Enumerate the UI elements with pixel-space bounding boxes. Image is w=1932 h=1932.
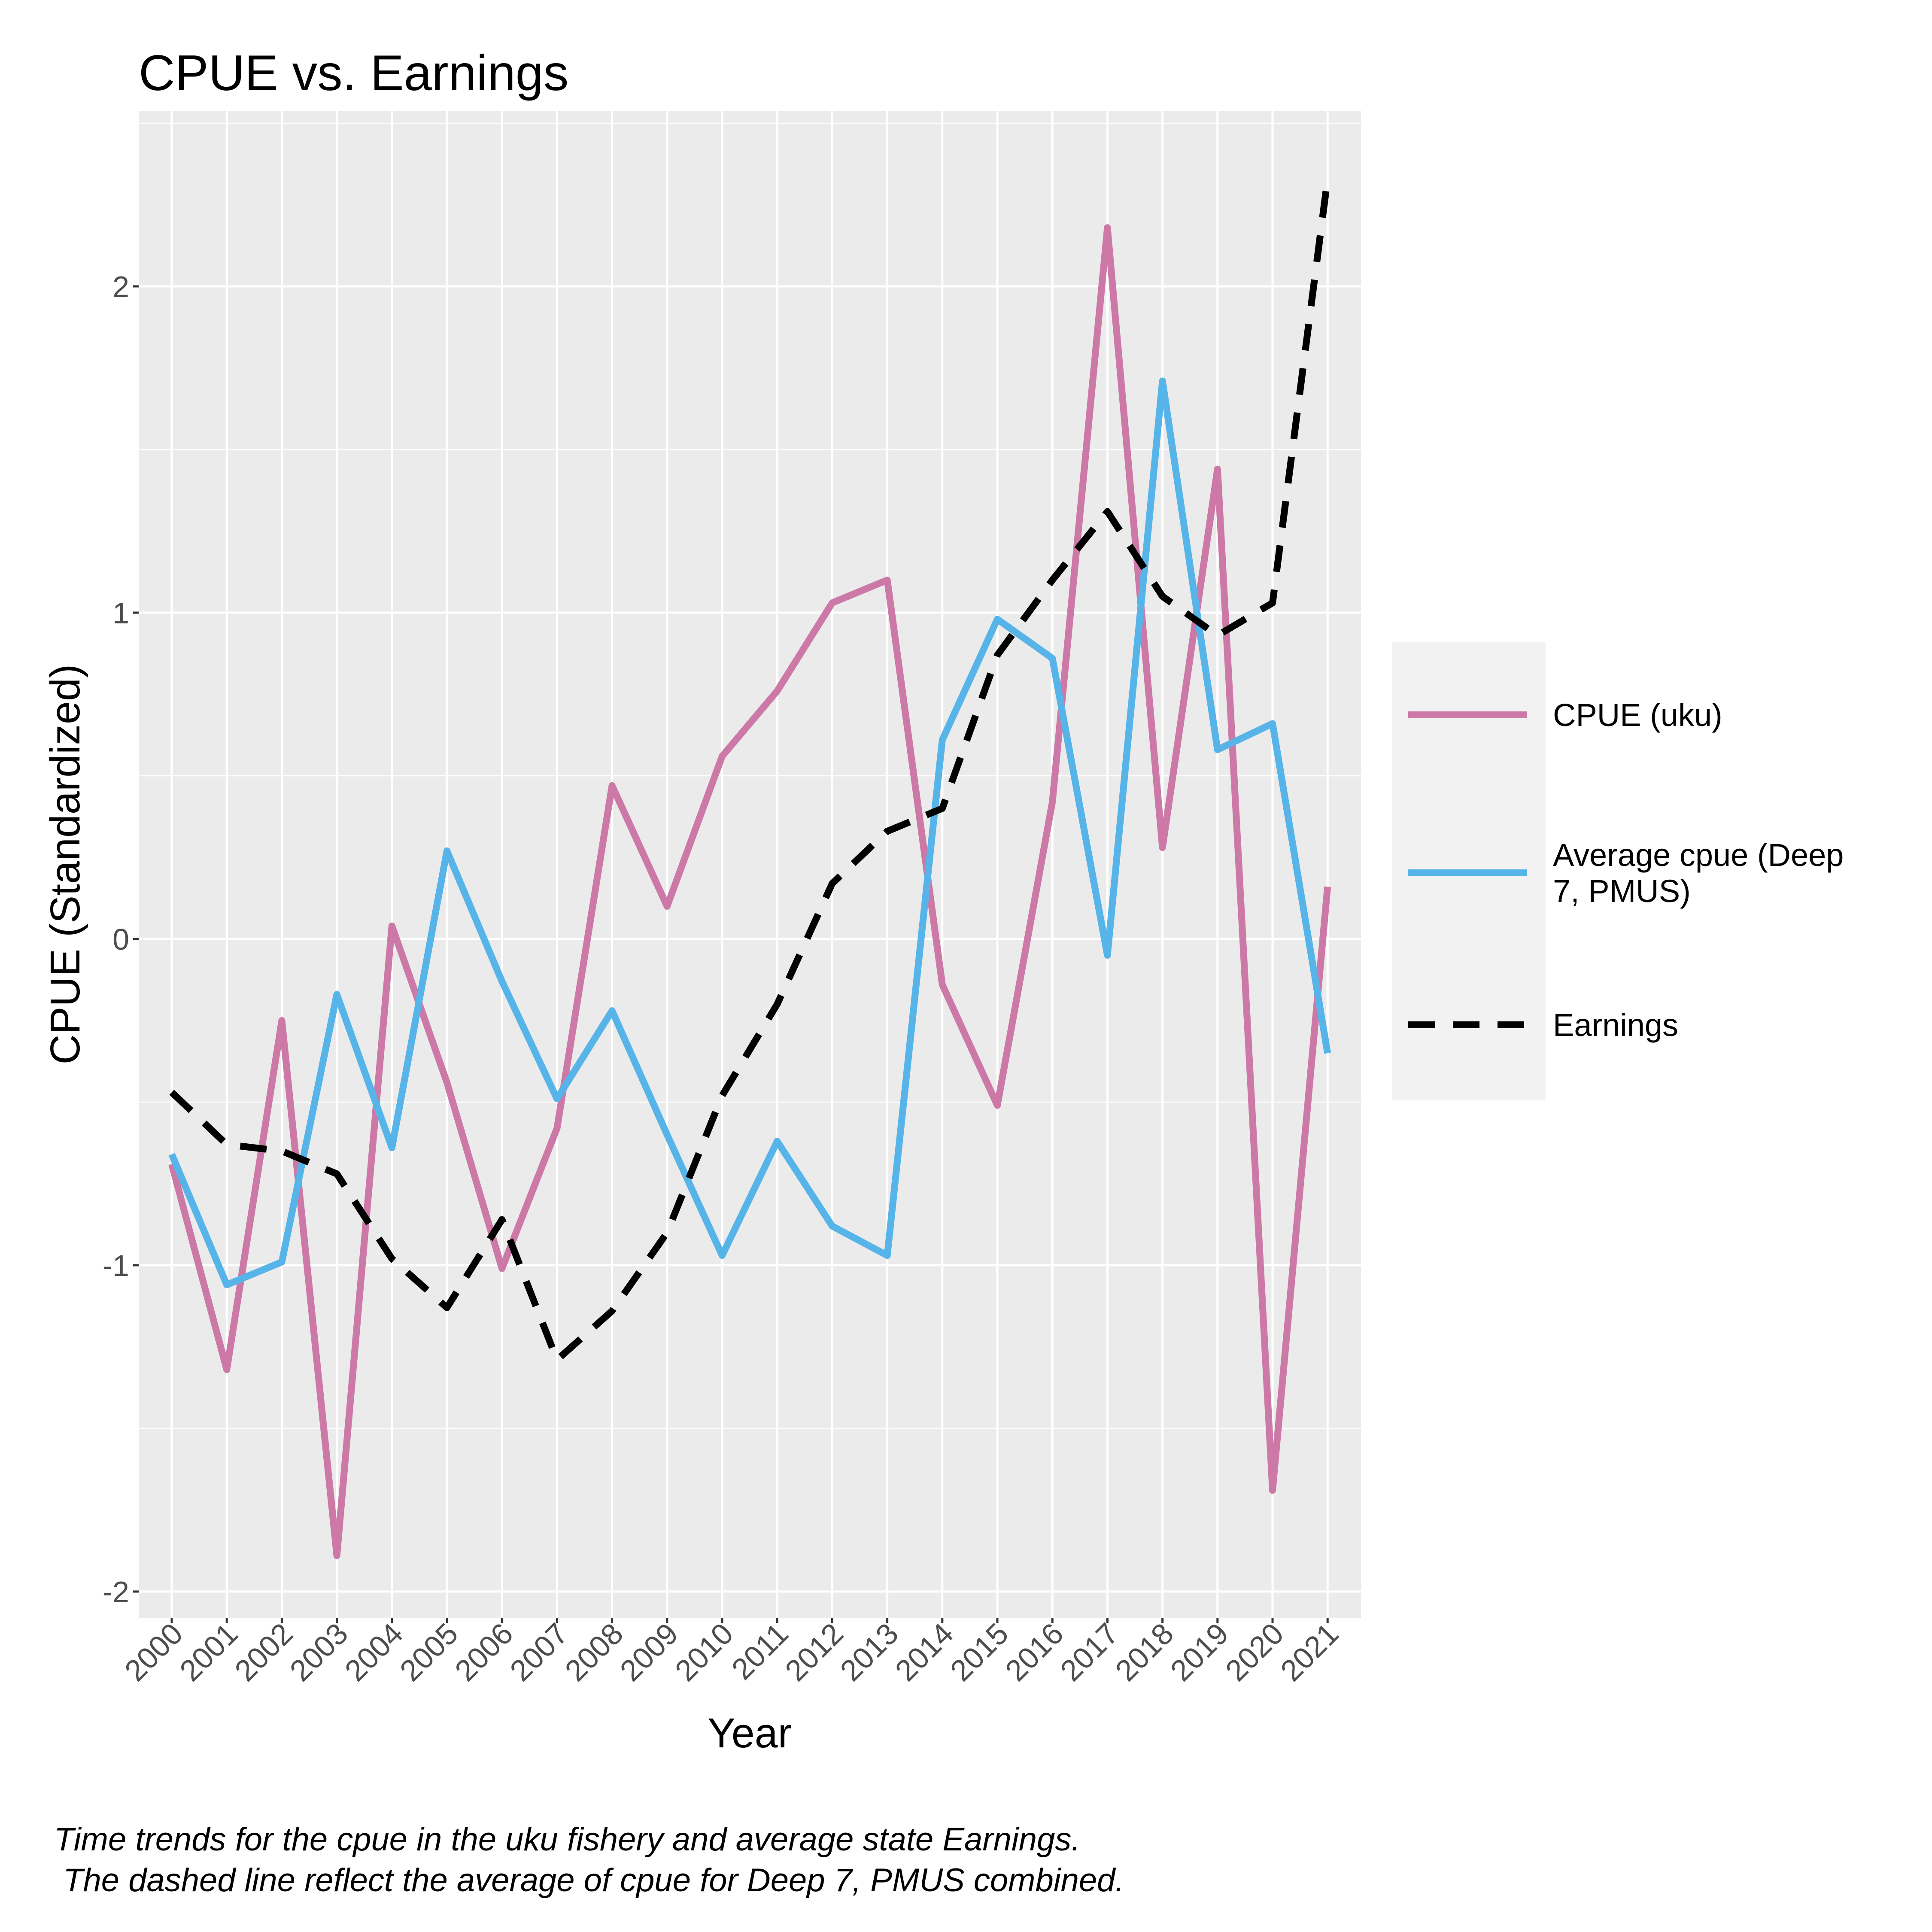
plot-panel <box>139 111 1361 1618</box>
y-tick-label: -1 <box>103 1249 129 1282</box>
caption: Time trends for the cpue in the uku fish… <box>54 1821 1124 1899</box>
x-tick-label: 2018 <box>1109 1616 1180 1687</box>
series-layer <box>168 178 1331 1559</box>
series-line-0 <box>168 224 1331 1559</box>
x-axis-title: Year <box>708 1710 792 1756</box>
legend-label: Average cpue (Deep <box>1553 837 1844 873</box>
legend-label: 7, PMUS) <box>1553 873 1691 909</box>
x-tick-label: 2007 <box>504 1616 574 1687</box>
x-tick-label: 2019 <box>1164 1616 1235 1687</box>
series-line-2 <box>169 178 1331 1364</box>
x-tick-label: 2005 <box>393 1616 464 1687</box>
x-tick-label: 2006 <box>449 1616 519 1687</box>
x-tick-label: 2014 <box>889 1616 960 1687</box>
chart-title: CPUE vs. Earnings <box>139 45 568 101</box>
series-line-1 <box>168 377 1331 1288</box>
caption-line: Time trends for the cpue in the uku fish… <box>54 1821 1080 1858</box>
x-tick-label: 2016 <box>999 1616 1070 1687</box>
x-tick-label: 2010 <box>668 1616 739 1687</box>
x-tick-label: 2011 <box>725 1616 795 1686</box>
x-tick-label: 2015 <box>944 1616 1015 1687</box>
y-axis: 2 1 0 -1 -2 <box>103 270 139 1609</box>
x-tick-label: 2002 <box>228 1616 299 1687</box>
y-axis-title: CPUE (Standardized) <box>42 664 88 1065</box>
legend-label: CPUE (uku) <box>1553 697 1722 733</box>
y-tick-label: 1 <box>112 596 129 630</box>
caption-line: The dashed line reflect the average of c… <box>54 1862 1124 1899</box>
x-tick-label: 2013 <box>834 1616 905 1687</box>
x-tick-label: 2001 <box>173 1616 244 1687</box>
x-tick-label: 2017 <box>1054 1616 1125 1687</box>
x-tick-label: 2003 <box>283 1616 354 1687</box>
legend-label: Earnings <box>1553 1007 1678 1043</box>
x-axis: 2000200120022003200420052006200720082009… <box>118 1616 1345 1687</box>
x-tick-label: 2004 <box>338 1616 409 1687</box>
y-tick-label: 2 <box>112 270 129 304</box>
x-tick-label: 2000 <box>118 1616 189 1687</box>
x-tick-label: 2021 <box>1274 1616 1345 1687</box>
y-tick-label: 0 <box>112 923 129 956</box>
x-tick-label: 2012 <box>779 1616 850 1687</box>
x-tick-label: 2009 <box>614 1616 684 1687</box>
grid-major <box>139 111 1361 1618</box>
y-tick-label: -2 <box>103 1575 129 1609</box>
x-tick-label: 2020 <box>1219 1616 1290 1687</box>
x-tick-label: 2008 <box>559 1616 629 1687</box>
